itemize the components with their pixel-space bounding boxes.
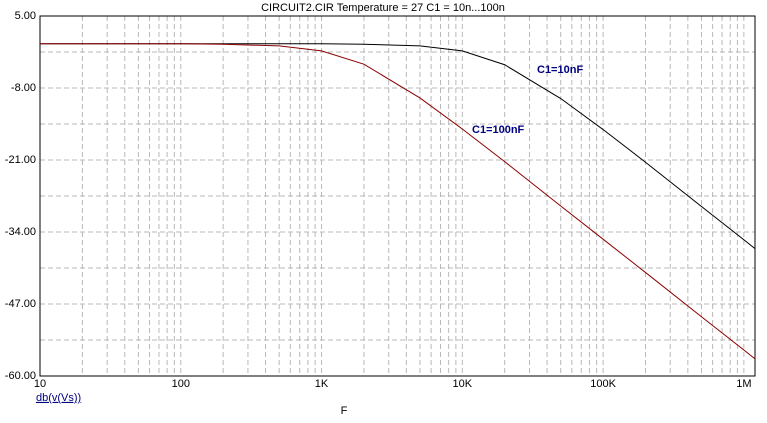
series-line bbox=[40, 43, 756, 360]
y-tick-label: -21.00 bbox=[5, 154, 36, 166]
x-tick-label: 100K bbox=[590, 378, 616, 390]
chart-title: CIRCUIT2.CIR Temperature = 27 C1 = 10n..… bbox=[261, 2, 505, 14]
x-tick-label: 1K bbox=[315, 378, 329, 390]
plot-frame bbox=[39, 15, 756, 377]
y-axis-label: db(v(Vs)) bbox=[36, 392, 81, 404]
y-tick-label: 5.00 bbox=[15, 10, 36, 22]
x-tick-label: 10 bbox=[34, 378, 46, 390]
y-tick-label: -60.00 bbox=[5, 370, 36, 382]
y-tick-label: -8.00 bbox=[11, 82, 36, 94]
y-tick-label: -34.00 bbox=[5, 226, 36, 238]
series-label: C1=10nF bbox=[537, 64, 583, 76]
x-tick-label: 1M bbox=[736, 378, 751, 390]
series-label: C1=100nF bbox=[472, 124, 525, 136]
y-tick-label: -47.00 bbox=[5, 298, 36, 310]
x-axis-label: F bbox=[341, 405, 348, 417]
x-tick-label: 100 bbox=[172, 378, 190, 390]
x-tick-label: 10K bbox=[453, 378, 473, 390]
series-line bbox=[40, 43, 756, 250]
